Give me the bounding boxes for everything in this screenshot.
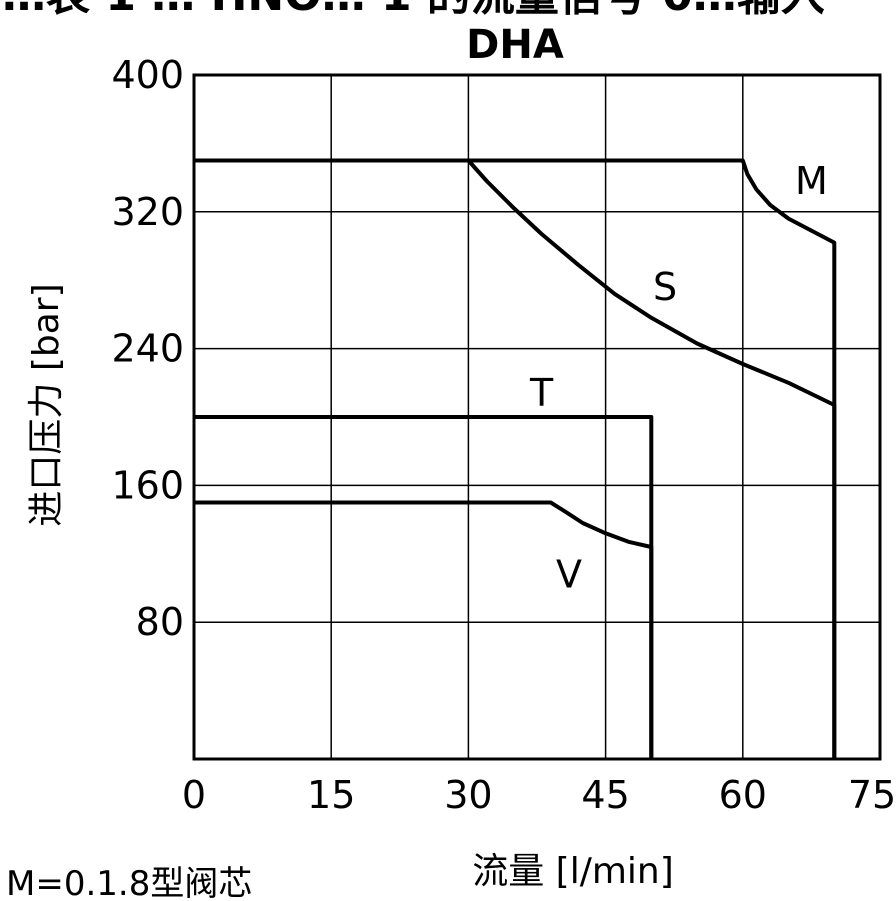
y-tick-label-80: 80 xyxy=(136,600,184,644)
series-T-label: T xyxy=(529,371,554,415)
y-axis-ticks: 80 160 240 320 400 xyxy=(111,53,184,644)
y-tick-label-320: 320 xyxy=(111,190,184,234)
x-tick-label-15: 15 xyxy=(307,773,355,817)
footnote: M=0.1.8型阀芯 xyxy=(6,864,252,901)
x-tick-label-30: 30 xyxy=(444,773,492,817)
x-axis-ticks: 0 15 30 45 60 75 xyxy=(182,773,896,817)
series-labels: M S T V xyxy=(529,159,828,596)
series-V-label: V xyxy=(556,552,582,596)
y-axis-label: 进口压力 [bar] xyxy=(26,283,67,526)
y-tick-label-240: 240 xyxy=(111,327,184,371)
x-tick-label-60: 60 xyxy=(719,773,767,817)
series-S-label: S xyxy=(653,265,677,309)
x-tick-label-0: 0 xyxy=(182,773,206,817)
y-tick-label-160: 160 xyxy=(111,463,184,507)
x-axis-label: 流量 [l/min] xyxy=(472,851,674,892)
chart-title: DHA xyxy=(466,22,564,68)
y-tick-label-400: 400 xyxy=(111,53,184,97)
series-V-line xyxy=(194,500,654,759)
series-T-line xyxy=(194,415,654,759)
series-M-line xyxy=(194,158,837,759)
clipped-header-text: …表 1 … HNO… 1 的流量信号 0…输入 xyxy=(2,0,825,21)
x-tick-label-45: 45 xyxy=(581,773,629,817)
x-tick-label-75: 75 xyxy=(848,773,896,817)
series-S-line xyxy=(194,158,837,759)
curves xyxy=(194,158,837,759)
series-M-label: M xyxy=(795,159,828,203)
plot-frame xyxy=(192,73,882,761)
